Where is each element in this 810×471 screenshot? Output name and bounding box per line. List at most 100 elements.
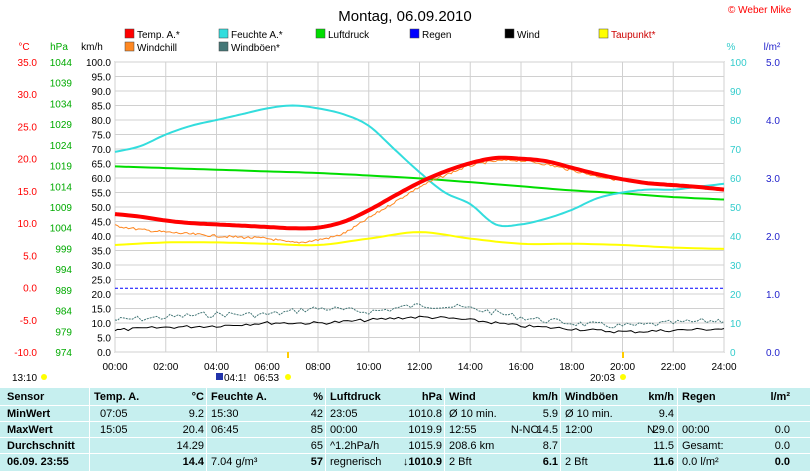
table-cell: 0.0	[774, 440, 790, 452]
table-row-label: 06.09. 23:55	[7, 456, 69, 468]
y-tick-label: 3.0	[766, 174, 780, 185]
table-cell: Ø 10 min.	[449, 408, 497, 420]
x-tick-label: 20:00	[610, 362, 635, 373]
y-tick-label: 100.0	[86, 58, 111, 69]
table-divider	[89, 388, 90, 471]
table-cell: 0.0	[774, 424, 790, 436]
table-cell: 208.6 km	[449, 440, 495, 452]
y-tick-label: 1019	[50, 162, 73, 173]
table-cell: 00:00	[330, 424, 358, 436]
y-tick-label: 1014	[50, 182, 73, 193]
y-tick-label: 60.0	[92, 174, 112, 185]
y-tick-label: 0.0	[97, 348, 111, 359]
stats-table: Sensor Temp. A. °C Feuchte A.% Luftdruck hPa W…	[0, 388, 810, 471]
legend-label: Feuchte A.*	[231, 30, 283, 41]
table-divider	[325, 388, 326, 471]
axis-unit-label: hPa	[50, 42, 68, 53]
y-tick-label: 1004	[50, 224, 73, 235]
sunset-tick	[622, 352, 624, 358]
legend-swatch	[218, 41, 229, 52]
y-tick-label: 40	[730, 232, 742, 243]
y-tick-label: 70	[730, 145, 742, 156]
y-tick-label: 15.0	[18, 187, 38, 198]
table-row-label: MaxWert	[7, 424, 53, 436]
y-tick-label: 35.0	[92, 247, 112, 258]
legend-label: Temp. A.*	[137, 30, 180, 41]
sunset-time: 20:03	[590, 373, 615, 384]
x-tick-label: 08:00	[305, 362, 330, 373]
legend: Temp. A.* Feuchte A.* Luftdruck Regen Wind Ta…	[124, 28, 656, 54]
table-cell: 5.9	[542, 408, 558, 420]
y-tick-label: 1034	[50, 99, 73, 110]
plot-area	[114, 104, 725, 334]
table-divider	[444, 388, 445, 471]
y-tick-label: 5.0	[23, 251, 37, 262]
table-cell: ↓1010.9	[402, 456, 442, 468]
x-tick-label: 22:00	[661, 362, 686, 373]
y-tick-label: 50.0	[92, 203, 112, 214]
table-cell: 14.29	[176, 440, 204, 452]
x-tick-label: 24:00	[711, 362, 736, 373]
table-header-unit: km/h	[648, 391, 674, 403]
series-windb-en	[114, 303, 725, 329]
table-header-unit: l/m²	[770, 391, 790, 403]
time-markers: 13:10 04:1! 06:53 20:03	[12, 352, 626, 384]
table-cell: 6.1	[542, 456, 558, 468]
y-tick-label: 979	[55, 327, 72, 338]
table-cell: 7.04 g/m³	[211, 456, 258, 468]
table-header: Temp. A.	[94, 391, 140, 403]
table-cell: 20.4	[182, 424, 204, 436]
weather-chart: Montag, 06.09.2010 © Weber Mike Temp. A.…	[12, 5, 792, 384]
y-tick-label: 15.0	[92, 305, 112, 316]
table-cell: 15:30	[211, 408, 239, 420]
table-header-unit: hPa	[421, 391, 442, 403]
left-time-label: 13:10	[12, 373, 37, 384]
y-tick-label: 25.0	[92, 276, 112, 287]
legend-swatch	[409, 28, 420, 39]
table-cell: 65	[310, 440, 323, 452]
legend-swatch	[124, 41, 135, 52]
y-tick-label: 70.0	[92, 145, 112, 156]
table-cell: 07:05	[100, 408, 128, 420]
table-cell: Ø 10 min.	[565, 408, 613, 420]
y-tick-label: 85.0	[92, 102, 112, 113]
series-feuchte-a	[114, 104, 725, 228]
table-divider	[206, 388, 207, 471]
axis-unit-label: l/m²	[764, 42, 781, 53]
table-cell: regnerisch	[330, 456, 382, 468]
y-tick-label: 35.0	[18, 58, 38, 69]
table-cell: N-NO	[510, 424, 539, 436]
legend-swatch	[315, 28, 326, 39]
y-tick-label: 0	[730, 348, 736, 359]
table-divider	[0, 405, 810, 406]
y-tick-label: 45.0	[92, 218, 112, 229]
legend-label: Windböen*	[231, 43, 280, 54]
y-tick-label: 80	[730, 116, 742, 127]
table-header: Wind	[449, 391, 476, 403]
y-tick-label: 999	[55, 244, 72, 255]
x-tick-label: 12:00	[407, 362, 432, 373]
y-tick-label: 984	[55, 307, 72, 318]
x-tick-label: 10:00	[356, 362, 381, 373]
y-tick-label: -10.0	[14, 348, 37, 359]
sun-icon	[41, 374, 47, 380]
table-divider	[677, 388, 678, 471]
axis-unit-label: °C	[18, 42, 29, 53]
chart-title: Montag, 06.09.2010	[338, 8, 471, 25]
table-cell: 11.5	[653, 440, 674, 452]
y-tick-label: 0.0	[23, 284, 37, 295]
legend-swatch	[598, 28, 609, 39]
table-cell: 57	[310, 456, 323, 468]
y-tick-label: 20.0	[18, 155, 38, 166]
table-row-label: MinWert	[7, 408, 51, 420]
legend-swatch	[124, 28, 135, 39]
table-cell: 2 Bft	[565, 456, 588, 468]
y-tick-label: 90	[730, 87, 742, 98]
table-cell: 23:05	[330, 408, 358, 420]
series-taupunkt	[114, 231, 725, 250]
y-tick-label: 55.0	[92, 189, 112, 200]
y-tick-label: 1024	[50, 141, 73, 152]
table-row-label: Durchschnitt	[7, 440, 75, 452]
table-cell: 12:00	[565, 424, 593, 436]
y-tick-label: 50	[730, 203, 742, 214]
